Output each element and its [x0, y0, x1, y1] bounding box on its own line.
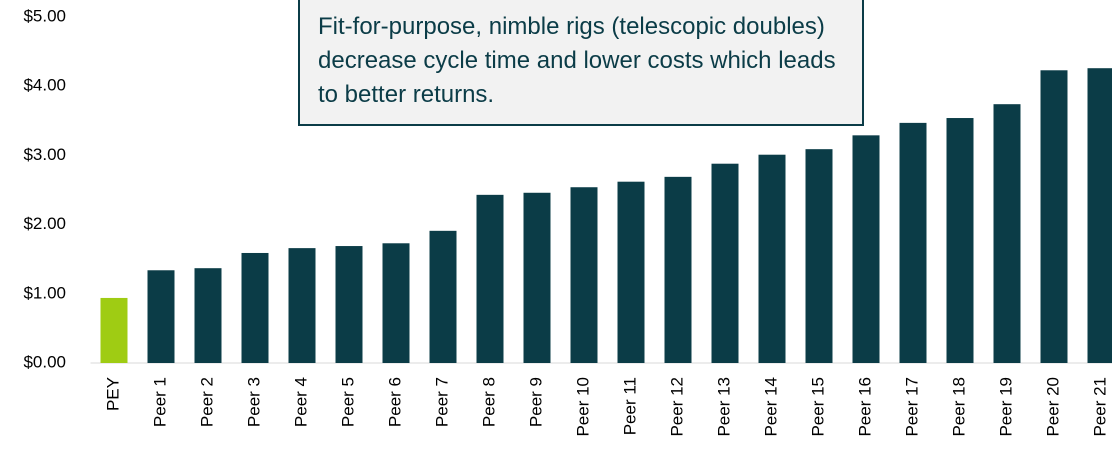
- bar: [382, 243, 410, 363]
- x-tick-label: Peer 16: [855, 377, 874, 437]
- x-tick-label: Peer 3: [244, 377, 263, 427]
- bar: [946, 118, 974, 363]
- bar: [476, 194, 504, 363]
- bar: [758, 154, 786, 363]
- y-tick-label: $3.00: [23, 145, 66, 164]
- x-tick-label: Peer 10: [573, 377, 592, 437]
- x-tick-label: Peer 5: [338, 377, 357, 427]
- bar: [241, 252, 269, 363]
- bar: [993, 104, 1021, 363]
- bar: [100, 297, 128, 363]
- y-tick-label: $0.00: [23, 352, 66, 371]
- annotation: Fit-for-purpose, nimble rigs (telescopic…: [298, 0, 864, 126]
- x-tick-label: Peer 15: [808, 377, 827, 437]
- x-tick-label: Peer 9: [526, 377, 545, 427]
- bar: [1087, 68, 1112, 363]
- bar: [570, 187, 598, 363]
- x-tick-label: Peer 2: [197, 377, 216, 427]
- y-tick-label: $2.00: [23, 214, 66, 233]
- x-tick-label: Peer 20: [1043, 377, 1062, 437]
- x-tick-label: Peer 12: [667, 377, 686, 437]
- x-tick-label: Peer 18: [949, 377, 968, 437]
- x-tick-label: Peer 21: [1090, 377, 1109, 437]
- bar: [664, 176, 692, 363]
- bar: [194, 268, 222, 363]
- bar: [805, 149, 833, 363]
- x-tick-label: Peer 8: [479, 377, 498, 427]
- x-tick-label: Peer 6: [385, 377, 404, 427]
- x-tick-label: Peer 19: [996, 377, 1015, 437]
- bar: [852, 135, 880, 363]
- bar: [523, 192, 551, 363]
- bar: [711, 163, 739, 363]
- x-tick-label: PEY: [103, 377, 122, 411]
- x-tick-label: Peer 11: [620, 377, 639, 435]
- x-tick-label: Peer 1: [150, 377, 169, 427]
- bar: [335, 246, 363, 363]
- bar: [147, 270, 175, 363]
- x-tick-label: Peer 4: [291, 377, 310, 427]
- bar: [617, 181, 645, 363]
- x-tick-label: Peer 14: [761, 377, 780, 437]
- bar: [288, 248, 316, 363]
- y-tick-label: $4.00: [23, 76, 66, 95]
- y-tick-label: $5.00: [23, 6, 66, 25]
- bar: [429, 230, 457, 363]
- bar: [899, 122, 927, 363]
- x-tick-label: Peer 17: [902, 377, 921, 437]
- x-tick-label: Peer 13: [714, 377, 733, 437]
- bar: [1040, 70, 1068, 363]
- y-tick-label: $1.00: [23, 283, 66, 302]
- x-tick-label: Peer 7: [432, 377, 451, 427]
